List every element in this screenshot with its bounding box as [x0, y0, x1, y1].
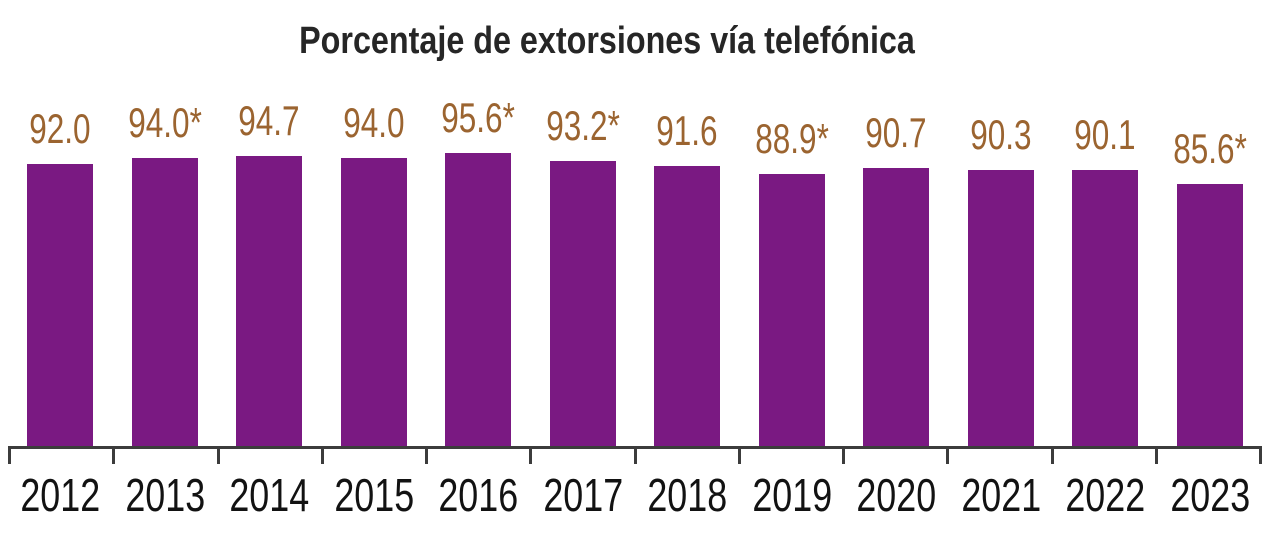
bar-column: 92.0 [8, 104, 113, 446]
x-axis-year-label: 2018 [647, 469, 728, 521]
bar [27, 164, 94, 446]
x-axis-tick [425, 446, 529, 464]
bar-column: 95.6* [426, 93, 531, 446]
bar-column: 88.9* [740, 114, 845, 446]
x-axis-year-label: 2023 [1169, 469, 1250, 521]
plot-area: 92.0 94.0* 94.7 94.0 95.6* 93.2* 91.6 88.9* 90.7… [8, 0, 1262, 446]
x-axis-year-label: 2015 [333, 469, 414, 521]
x-axis-tick [216, 446, 321, 464]
x-axis-tick [842, 446, 946, 464]
bar-value-label: 90.7 [865, 108, 927, 156]
bar-column: 93.2* [531, 101, 636, 446]
bar [340, 158, 407, 446]
x-axis-tick [946, 446, 1050, 464]
bar [445, 153, 512, 446]
x-axis-year-label: 2022 [1065, 469, 1146, 521]
bar-value-label: 94.0* [127, 98, 202, 146]
x-axis-tick [633, 446, 738, 464]
bar-column: 90.7 [844, 108, 949, 446]
bar-column: 94.7 [217, 96, 322, 446]
x-axis-tick [529, 446, 633, 464]
bar-column: 91.6 [635, 106, 740, 446]
bar [654, 166, 721, 446]
bar-column: 90.1 [1053, 110, 1158, 446]
bar-column: 94.0 [322, 98, 427, 446]
bar-value-label: 94.7 [238, 96, 300, 144]
bar [967, 170, 1034, 446]
x-axis-tick [737, 446, 842, 464]
x-axis-tick [112, 446, 216, 464]
bar-value-label: 90.3 [970, 110, 1032, 158]
bar [1072, 170, 1139, 446]
bar [236, 156, 303, 446]
x-axis-year-label: 2016 [438, 469, 519, 521]
x-axis-year-label: 2020 [856, 469, 937, 521]
bar-value-label: 93.2* [545, 101, 620, 149]
bar-column: 94.0* [113, 98, 218, 446]
x-axis-tick [1154, 446, 1262, 464]
x-axis-ticks [8, 446, 1262, 464]
bar-value-label: 85.6* [1172, 124, 1247, 172]
bar [758, 174, 825, 446]
x-axis-year-label: 2013 [124, 469, 205, 521]
bar-column: 90.3 [949, 110, 1054, 446]
bar [863, 168, 930, 446]
bar [549, 161, 616, 446]
bar [131, 158, 198, 446]
bar-value-label: 88.9* [754, 114, 829, 162]
x-axis-year-label: 2012 [20, 469, 101, 521]
x-axis-year-label: 2021 [960, 469, 1041, 521]
x-axis-year-label: 2017 [542, 469, 623, 521]
x-axis-year-label: 2014 [229, 469, 310, 521]
x-axis-labels: 2012 2013 2014 2015 2016 2017 2018 2019 2020 2021… [8, 472, 1262, 518]
bar-value-label: 90.1 [1074, 110, 1136, 158]
x-axis-tick [1050, 446, 1155, 464]
bar-value-label: 92.0 [29, 104, 91, 152]
chart-title: Porcentaje de extorsiones vía telefónica [299, 20, 915, 62]
bar-value-label: 95.6* [441, 93, 516, 141]
bar-value-label: 94.0 [343, 98, 405, 146]
x-axis-tick [320, 446, 425, 464]
bar-value-label: 91.6 [656, 106, 718, 154]
bar-column: 85.6* [1158, 124, 1263, 446]
bar [1176, 184, 1243, 446]
x-axis-tick [8, 446, 112, 464]
x-axis-year-label: 2019 [751, 469, 832, 521]
